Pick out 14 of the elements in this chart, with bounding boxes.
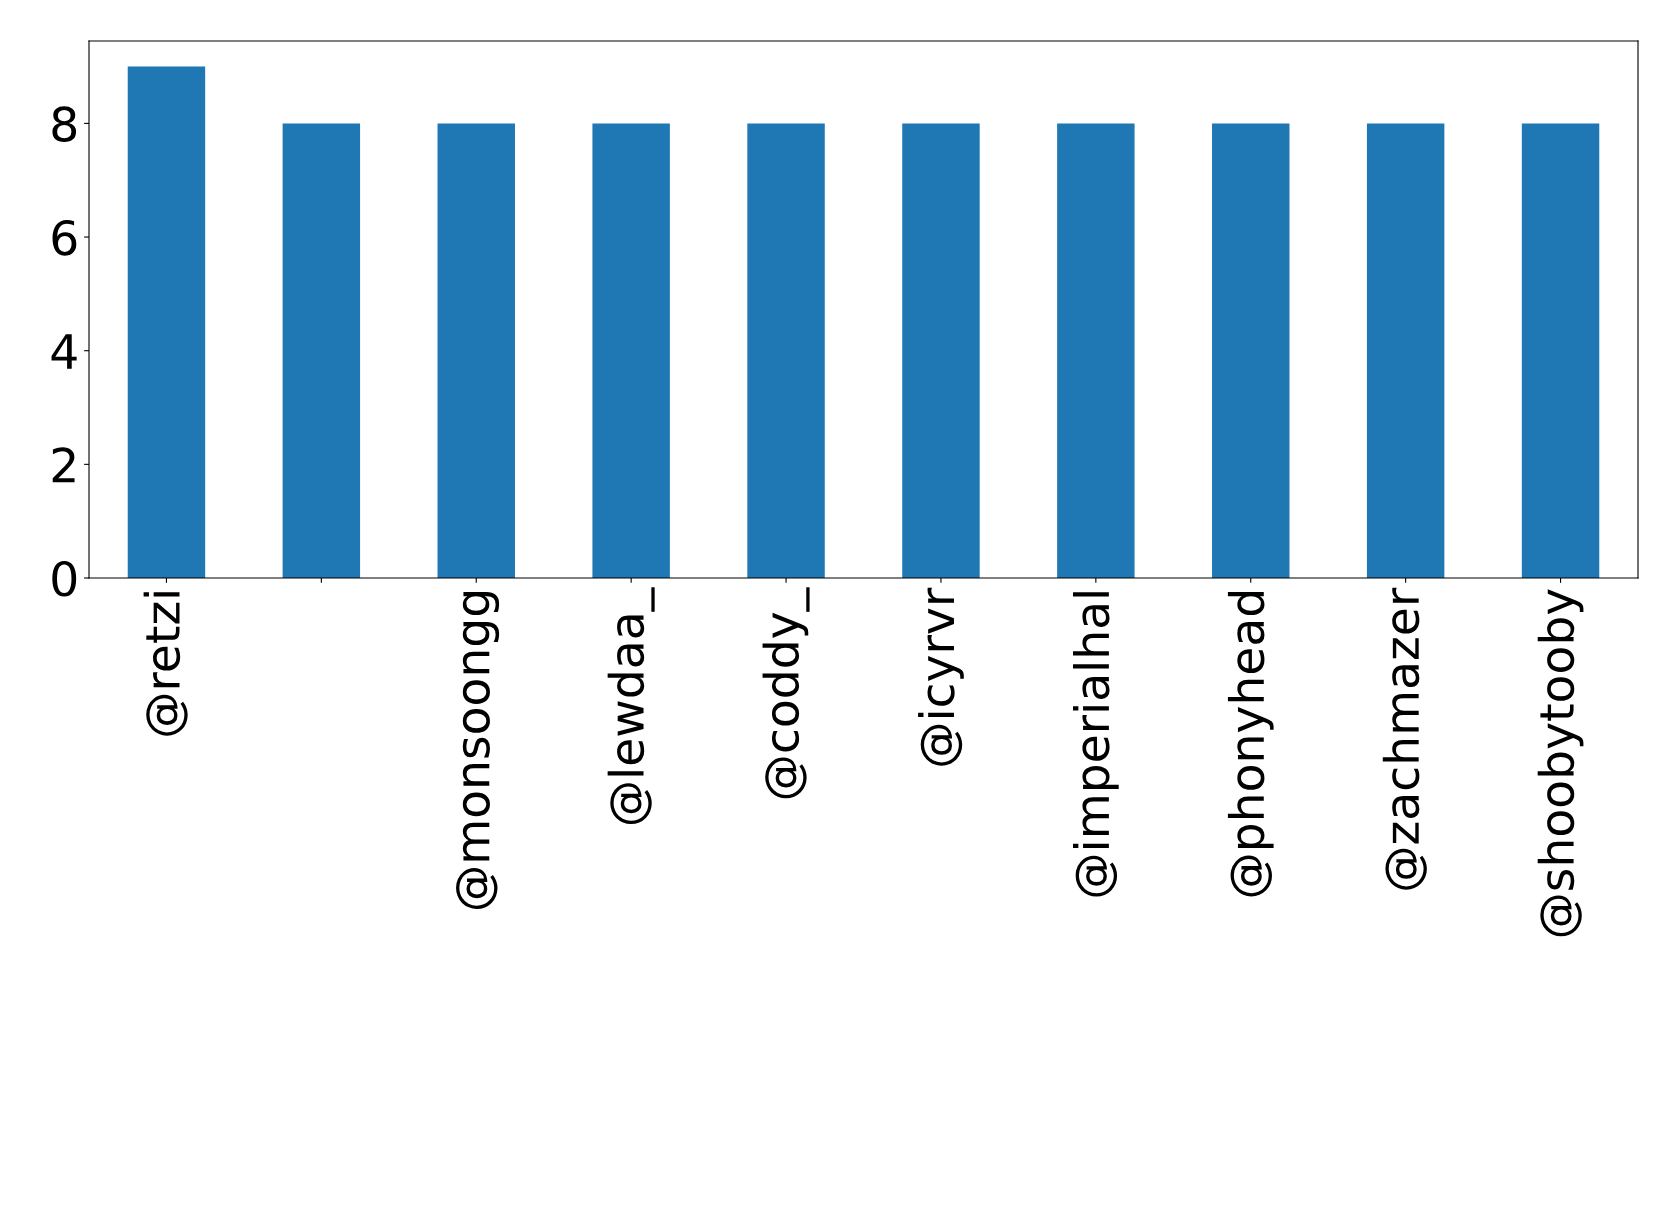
x-tick-label: @phonyhead: [1227, 592, 1274, 897]
x-tick-label: @coddy_: [762, 587, 810, 799]
y-tick-label: 0: [52, 560, 77, 597]
y-tick-label: 4: [51, 334, 77, 369]
x-tick-label: @imperialhal: [1073, 592, 1119, 897]
y-tick-label: 8: [52, 106, 77, 143]
x-tick-label: @zachmazer: [1382, 587, 1427, 890]
x-tick-label: @retzi: [143, 592, 188, 736]
x-tick-label: @monsoongg: [456, 592, 500, 909]
x-tick-label: @shoobytooby: [1537, 589, 1584, 937]
x-tick-label: @lewdaa_: [607, 587, 655, 825]
y-tick-label: 2: [52, 447, 75, 483]
x-tick-label: @icyrvr: [918, 587, 964, 766]
y-tick-label: 6: [52, 219, 77, 256]
